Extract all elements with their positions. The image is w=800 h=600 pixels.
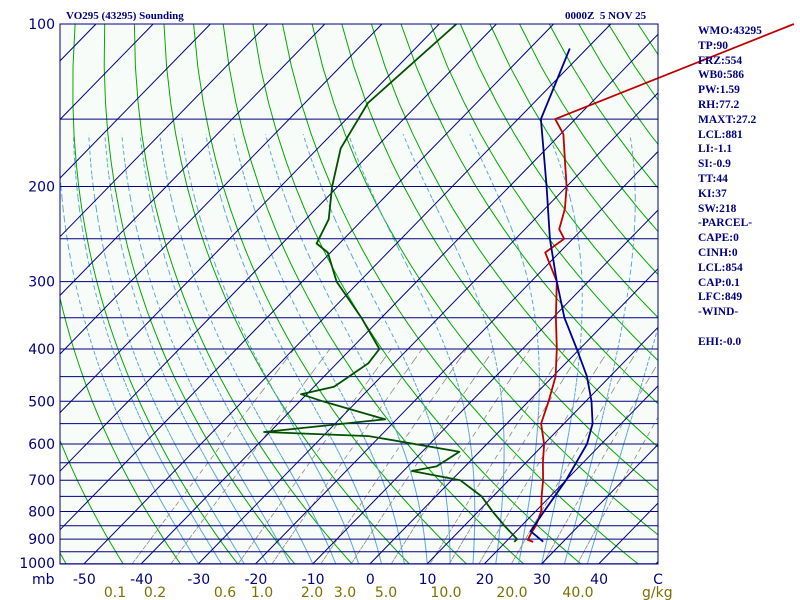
stat-item: TP:90 — [698, 39, 729, 52]
stat-item: -PARCEL- — [698, 217, 753, 230]
dewpoint-line — [263, 23, 518, 543]
stat-item: CAP:0.1 — [698, 276, 740, 289]
stat-item: WMO:43295 — [698, 25, 762, 37]
pressure-tick-label: 500 — [28, 394, 55, 410]
stat-item — [698, 320, 762, 335]
pressure-tick-label: 900 — [28, 532, 55, 548]
stat-item: TT:44 — [698, 172, 728, 185]
stat-item: LFC:849 — [698, 291, 743, 304]
temperature-tick-label: 10 — [419, 572, 437, 588]
isotherms — [59, 23, 659, 565]
stat-item: LCL:854 — [698, 261, 743, 274]
parcel-line — [529, 48, 594, 543]
stat-item: CINH:0 — [698, 246, 738, 259]
temperature-tick-label: 40 — [590, 572, 608, 588]
stat-item: LI:-1.1 — [698, 143, 733, 156]
mixing-ratio-label: 1.0 — [251, 585, 273, 600]
stat-item: PW:1.59 — [698, 84, 740, 97]
mixing-ratio-label: 0.2 — [144, 585, 166, 600]
mixing-ratio-label: 5.0 — [375, 585, 397, 600]
temperature-tick-label: -20 — [244, 572, 267, 588]
temperature-tick-label: 0 — [366, 572, 375, 588]
stat-item: WB0:586 — [698, 69, 744, 82]
temperature-tick-label: -10 — [302, 572, 325, 588]
temperature-tick-label: 20 — [476, 572, 494, 588]
mixing-ratio-label: 10.0 — [430, 585, 461, 600]
temperature-tick-label: 30 — [533, 572, 551, 588]
stats-panel: WMO:43295 TP:90 FRZ:554 WB0:586 PW:1.59 RH:77… — [698, 24, 762, 350]
chart-series — [263, 23, 795, 543]
pressure-tick-label: 800 — [28, 505, 55, 521]
mixing-ratio-label: 0.1 — [104, 585, 126, 600]
plot-background — [60, 24, 658, 564]
temperature-tick-label: -50 — [73, 572, 96, 588]
sounding-time: 0000Z 5 NOV 25 — [565, 10, 647, 22]
pressure-tick-label: 300 — [28, 275, 55, 291]
stat-item: EHI:-0.0 — [698, 335, 742, 348]
pressure-tick-label: 700 — [28, 473, 55, 489]
mixing-ratio-label: 20.0 — [496, 585, 527, 600]
pressure-tick-label: 400 — [28, 342, 55, 358]
mixing-ratio-label: 3.0 — [334, 585, 356, 600]
pressure-tick-label: 200 — [28, 180, 55, 196]
pressure-tick-label: 1000 — [19, 556, 55, 572]
stat-item: CAPE:0 — [698, 232, 739, 245]
pressure-tick-label: 600 — [28, 437, 55, 453]
mixing-ratio-label: 2.0 — [301, 585, 323, 600]
moist-adiabats — [59, 133, 659, 565]
stat-item: MAXT:27.2 — [698, 113, 757, 126]
stat-item: KI:37 — [698, 187, 727, 200]
mixing-ratio-label: 0.6 — [214, 585, 236, 600]
pressure-tick-label: 100 — [28, 17, 55, 33]
stat-item: LCL:881 — [698, 128, 743, 141]
stat-item: SI:-0.9 — [698, 158, 731, 171]
pressure-unit-label: mb — [32, 572, 55, 588]
stat-item: FRZ:554 — [698, 54, 743, 67]
temperature-unit-label: C — [653, 572, 663, 588]
mixing-ratio-unit-label: g/kg — [642, 585, 673, 600]
station-title: VO295 (43295) Sounding — [66, 10, 184, 22]
temperature-tick-label: -40 — [130, 572, 153, 588]
plot-frame — [59, 23, 659, 565]
stat-item: SW:218 — [698, 202, 737, 215]
chart-grid — [59, 23, 659, 565]
stat-item: -WIND- — [698, 306, 739, 319]
temperature-tick-label: -30 — [187, 572, 210, 588]
stat-item: RH:77.2 — [698, 98, 740, 111]
temperature-line — [526, 23, 795, 543]
mixing-ratio-label: 40.0 — [562, 585, 593, 600]
